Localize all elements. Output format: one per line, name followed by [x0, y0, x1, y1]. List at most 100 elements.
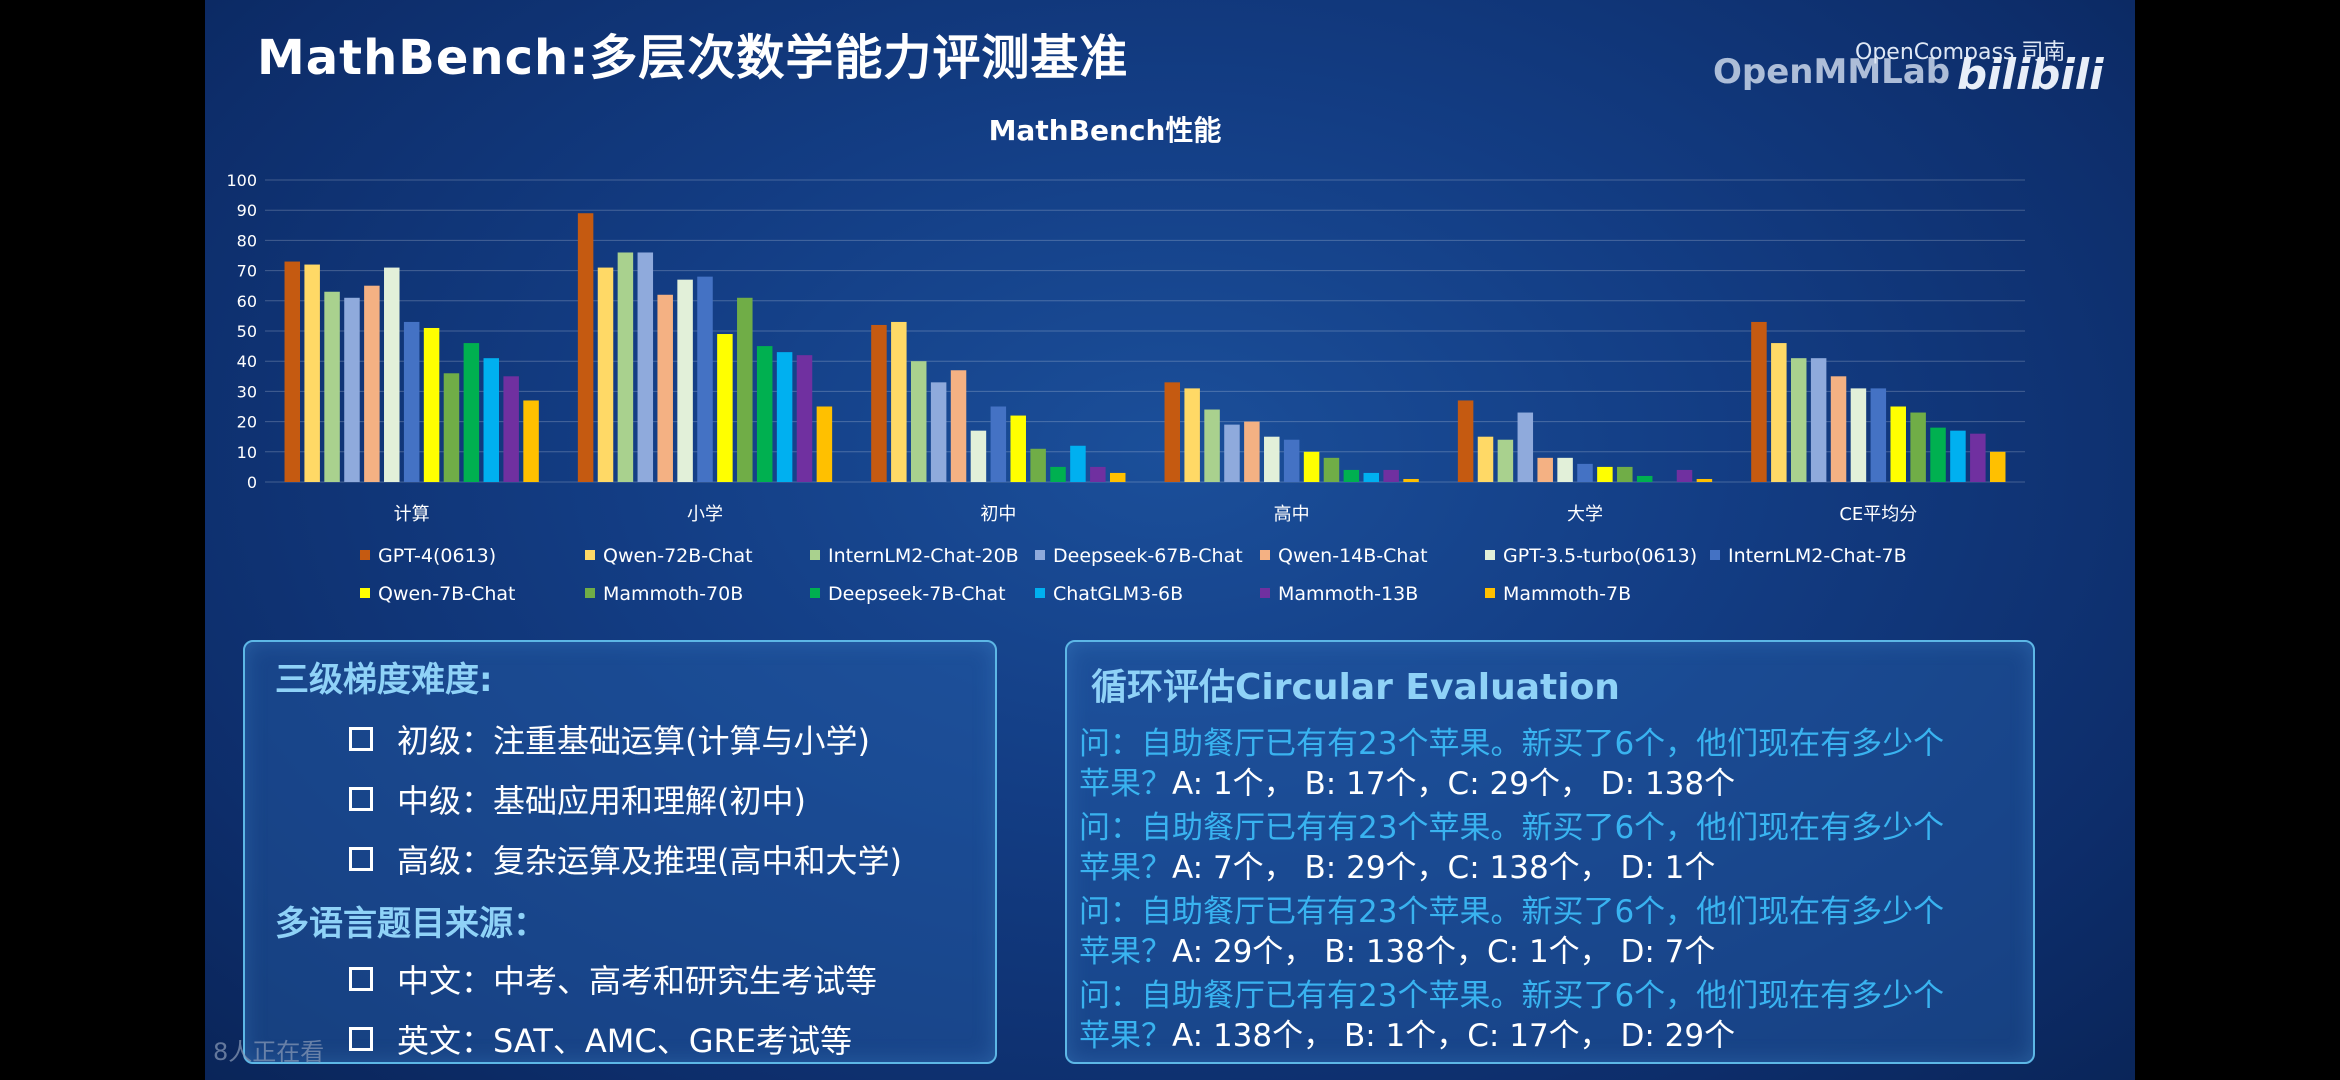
- legend-swatch: [360, 550, 370, 560]
- legend-label: GPT-3.5-turbo(0613): [1503, 545, 1697, 567]
- bar: [930, 382, 947, 482]
- bar: [1010, 415, 1026, 482]
- question-options: 苹果？A: 1个， B: 17个，C: 29个， D: 138个: [1079, 766, 1736, 802]
- bar: [384, 267, 400, 482]
- x-tick-label: 大学: [1567, 504, 1603, 525]
- bar: [637, 252, 654, 482]
- bar: [1184, 388, 1200, 482]
- bar: [577, 213, 594, 482]
- bar: [1204, 409, 1220, 482]
- bar: [1850, 388, 1867, 482]
- legend-label: Qwen-7B-Chat: [378, 583, 515, 605]
- slide: MathBench:多层次数学能力评测基准 OpenMMLab OpenComp…: [205, 0, 2135, 1080]
- x-tick-label: 计算: [394, 504, 430, 525]
- question-options: 苹果？A: 138个， B: 1个，C: 17个， D: 29个: [1079, 1018, 1736, 1054]
- question-line: 问：自助餐厅已有有23个苹果。新买了6个，他们现在有多少个: [1079, 894, 1945, 930]
- bar: [1751, 321, 1767, 482]
- y-tick-label: 60: [237, 292, 257, 311]
- checkbox-icon: [349, 967, 373, 991]
- question-line: 问：自助餐厅已有有23个苹果。新买了6个，他们现在有多少个: [1079, 726, 1945, 762]
- legend-swatch: [810, 550, 820, 560]
- bar: [1403, 478, 1419, 482]
- bar: [1457, 400, 1474, 482]
- bar: [344, 297, 360, 482]
- x-tick-label: 小学: [687, 504, 723, 525]
- x-tick-label: 高中: [1274, 504, 1310, 525]
- language-item: 中文：中考、高考和研究生考试等: [349, 956, 877, 1002]
- y-tick-label: 40: [237, 352, 257, 371]
- bar: [1030, 448, 1046, 482]
- bar: [1676, 469, 1693, 482]
- difficulty-panel: 三级梯度难度: 初级：注重基础运算(计算与小学) 中级：基础应用和理解(初中) …: [243, 640, 997, 1064]
- legend-label: Mammoth-70B: [603, 583, 743, 605]
- bar: [1636, 475, 1653, 482]
- bar: [1537, 457, 1553, 482]
- bar: [1050, 466, 1066, 482]
- mathbench-chart: MathBench性能 0 10 20 30 40 50 60 70 80 90 100 计算 小学 初中 高…: [226, 114, 2025, 605]
- bar: [1890, 406, 1906, 482]
- bar: [697, 276, 713, 482]
- bar: [503, 376, 519, 482]
- bar: [1383, 469, 1399, 482]
- viewer-count: 8人正在看: [213, 1038, 325, 1066]
- legend-swatch: [1260, 588, 1270, 598]
- bar: [1989, 451, 2006, 482]
- bar: [1830, 376, 1847, 482]
- legend-label: GPT-4(0613): [378, 545, 496, 567]
- bar: [1696, 478, 1713, 482]
- y-tick-label: 70: [237, 262, 257, 281]
- bar: [1810, 358, 1827, 482]
- difficulty-item: 初级：注重基础运算(计算与小学): [349, 716, 870, 762]
- bar: [1910, 412, 1926, 482]
- bar: [523, 400, 539, 482]
- bar: [950, 370, 967, 482]
- question-line: 问：自助餐厅已有有23个苹果。新买了6个，他们现在有多少个: [1079, 978, 1945, 1014]
- legend-swatch: [1485, 588, 1495, 598]
- bar: [737, 297, 753, 482]
- legend-label: InternLM2-Chat-20B: [828, 545, 1019, 567]
- bar: [403, 321, 420, 482]
- legend-label: Qwen-14B-Chat: [1278, 545, 1428, 567]
- x-tick-label: CE平均分: [1839, 504, 1917, 525]
- bar: [1930, 427, 1946, 482]
- slide-title: MathBench:多层次数学能力评测基准: [257, 30, 1129, 86]
- bar: [1557, 457, 1573, 482]
- question-options: 苹果？A: 29个， B: 138个，C: 1个， D: 7个: [1079, 934, 1716, 970]
- bar: [1090, 466, 1106, 482]
- y-tick-label: 30: [237, 382, 257, 401]
- legend-swatch: [810, 588, 820, 598]
- legend-swatch: [360, 588, 370, 598]
- bar: [657, 294, 673, 482]
- bar: [677, 279, 693, 482]
- language-item: 英文：SAT、AMC、GRE考试等: [349, 1016, 852, 1062]
- checkbox-icon: [349, 727, 373, 751]
- bar: [990, 406, 1007, 482]
- bar: [364, 285, 380, 482]
- legend-label: Qwen-72B-Chat: [603, 545, 753, 567]
- legend-swatch: [1260, 550, 1270, 560]
- legend-label: Mammoth-13B: [1278, 583, 1418, 605]
- bar: [1363, 472, 1380, 482]
- legend-label: Deepseek-7B-Chat: [828, 583, 1006, 605]
- bar: [970, 430, 987, 482]
- y-tick-label: 50: [237, 322, 257, 341]
- legend-swatch: [585, 550, 595, 560]
- checkbox-icon: [349, 1027, 373, 1051]
- legend-label: Mammoth-7B: [1503, 583, 1631, 605]
- bar: [284, 261, 301, 482]
- bar: [443, 373, 460, 482]
- bar: [1771, 343, 1787, 482]
- difficulty-item: 中级：基础应用和理解(初中): [349, 776, 806, 822]
- legend-swatch: [1035, 550, 1045, 560]
- legend-label: ChatGLM3-6B: [1053, 583, 1183, 605]
- bar: [423, 327, 440, 482]
- bar: [871, 324, 887, 482]
- bar: [1283, 439, 1300, 482]
- bar: [324, 291, 340, 482]
- bar: [463, 343, 480, 482]
- legend-label: Deepseek-67B-Chat: [1053, 545, 1243, 567]
- bar: [304, 264, 320, 482]
- y-tick-label: 90: [237, 201, 257, 220]
- bar: [891, 321, 907, 482]
- checkbox-icon: [349, 787, 373, 811]
